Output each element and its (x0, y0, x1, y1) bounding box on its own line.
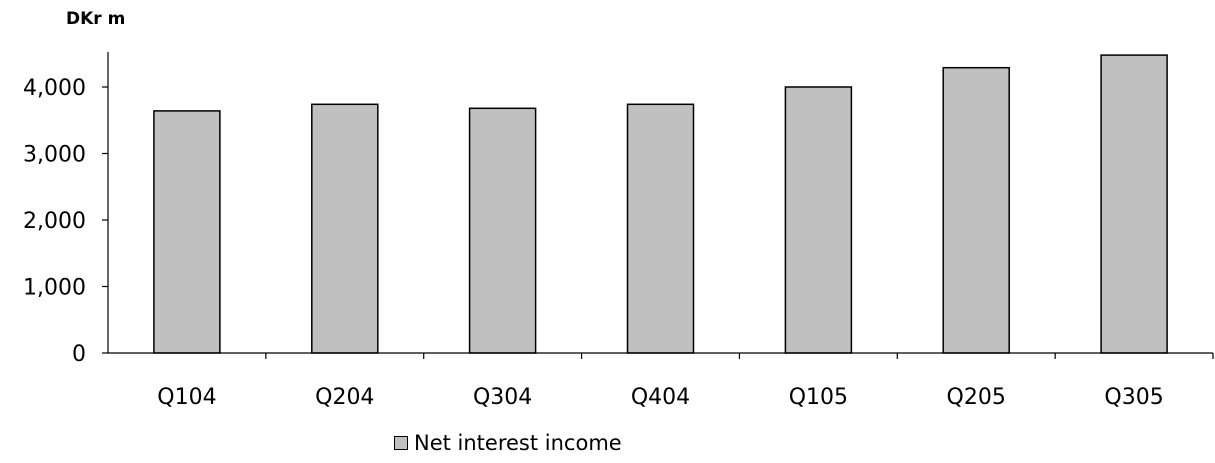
x-tick-label: Q105 (789, 385, 848, 410)
x-tick-label: Q104 (157, 385, 216, 410)
x-tick-label: Q305 (1104, 385, 1163, 410)
bar-Q205 (942, 66, 1010, 354)
bar-Q104 (153, 110, 221, 354)
bar-Q105 (784, 86, 853, 354)
labels-layer: 0 1,000 2,000 3,000 4,000 Q104 Q204 Q304 Q404 Q10… (23, 76, 1164, 410)
x-tick-label: Q404 (631, 385, 690, 410)
legend: Net interest income (394, 430, 622, 456)
y-tick-label: 2,000 (23, 209, 86, 234)
bar-Q305 (1100, 54, 1168, 354)
y-tick-label: 3,000 (23, 143, 86, 168)
x-tick-label: Q304 (473, 385, 532, 410)
y-tick-label: 0 (72, 342, 86, 367)
bars-layer (153, 54, 1168, 354)
y-tick-label: 4,000 (23, 76, 86, 101)
bar-Q304 (468, 107, 537, 354)
legend-label: Net interest income (414, 431, 622, 455)
x-tick-label: Q204 (315, 385, 374, 410)
x-tick-label: Q205 (947, 385, 1006, 410)
y-axis-unit-label: DKr m (66, 9, 126, 29)
y-tick-label: 1,000 (23, 276, 86, 301)
axes-layer (102, 52, 1214, 359)
bar-Q204 (311, 103, 379, 354)
bar-Q404 (626, 103, 695, 354)
legend-swatch (394, 436, 408, 450)
